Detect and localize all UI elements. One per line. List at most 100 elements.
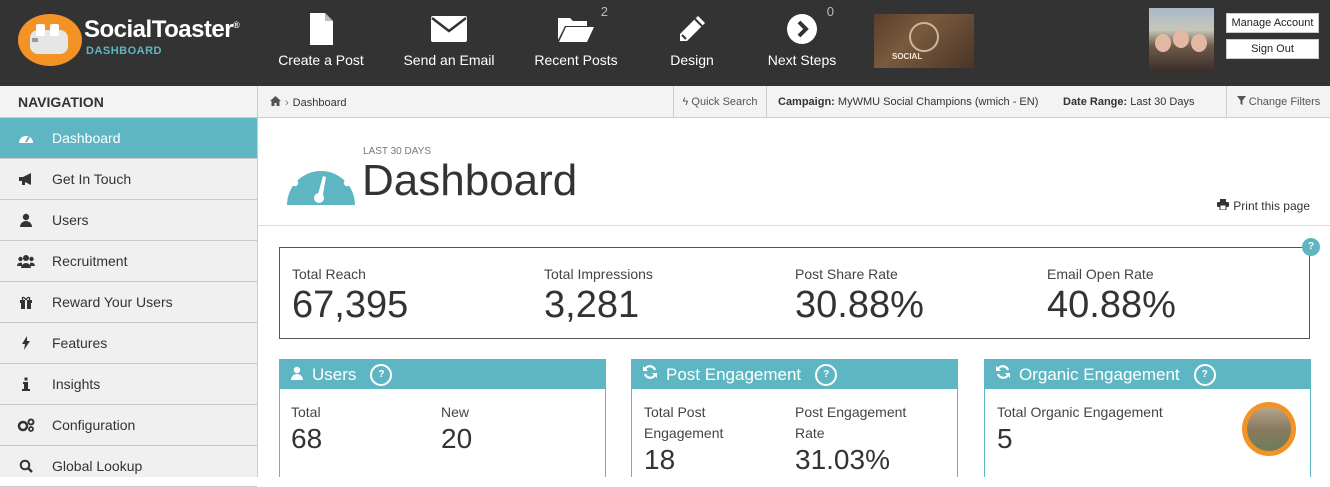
organic-engagement-panel: Organic Engagement ? Total Organic Engag…	[984, 359, 1311, 477]
campaign-label: Campaign:	[778, 96, 835, 108]
chat-avatar-icon	[1247, 407, 1291, 451]
stat-value: 30.88%	[795, 284, 924, 326]
pencil-icon	[632, 10, 752, 48]
user-icon	[0, 213, 52, 227]
nav-send-email[interactable]: Send an Email	[389, 10, 509, 76]
nav-create-post[interactable]: Create a Post	[261, 10, 381, 76]
metric-label: Engagement	[644, 425, 724, 441]
dashboard-gauge-icon	[286, 148, 356, 211]
date-range-label: Date Range:	[1063, 96, 1128, 108]
sidebar-item-global-lookup[interactable]: Global Lookup	[0, 446, 257, 487]
nav-label: Next Steps	[767, 52, 837, 68]
file-icon	[261, 10, 381, 48]
sign-out-button[interactable]: Sign Out	[1226, 39, 1319, 59]
sidebar-item-get-in-touch[interactable]: Get In Touch	[0, 159, 257, 200]
print-icon	[1217, 199, 1230, 213]
avatar[interactable]	[1149, 8, 1214, 71]
folder-open-icon	[516, 10, 636, 48]
stat-value: 3,281	[544, 284, 640, 326]
user-icon	[290, 365, 304, 385]
post-engagement-panel: Post Engagement ? Total Post Engagement …	[631, 359, 958, 477]
print-label: Print this page	[1233, 199, 1310, 213]
help-icon[interactable]: ?	[370, 363, 393, 386]
metric-label: Post Engagement	[795, 404, 907, 420]
metric-label: Total	[291, 404, 321, 420]
quick-search-button[interactable]: ϟ Quick Search	[673, 86, 767, 118]
filter-bar: › Dashboard ϟ Quick Search Campaign: MyW…	[258, 86, 1330, 118]
help-icon[interactable]: ?	[1193, 363, 1216, 386]
metric-value: 31.03%	[795, 444, 890, 475]
panel-title: Organic Engagement	[1019, 364, 1180, 384]
campaign-logo[interactable]: SOCIAL	[874, 14, 974, 68]
sidebar-item-users[interactable]: Users	[0, 200, 257, 241]
print-link[interactable]: Print this page	[1217, 199, 1310, 213]
refresh-icon	[995, 364, 1011, 385]
users-panel-header: Users ?	[280, 360, 605, 389]
total-post-engagement: Total Post Engagement 18	[644, 402, 723, 476]
brand-name: SocialToaster®	[84, 16, 240, 43]
users-panel: Users ? Total 68 New 20	[279, 359, 606, 477]
sidebar-item-features[interactable]: Features	[0, 323, 257, 364]
users-icon	[0, 254, 52, 268]
nav-recent-posts[interactable]: Recent Posts 2	[516, 4, 636, 76]
help-icon[interactable]: ?	[815, 363, 838, 386]
home-icon[interactable]	[270, 96, 281, 109]
post-engagement-panel-header: Post Engagement ?	[632, 360, 957, 389]
sidebar-item-dashboard[interactable]: Dashboard	[0, 118, 257, 159]
sidebar-item-label: Configuration	[52, 417, 136, 433]
socialtoaster-logo[interactable]: SocialToaster® DASHBOARD	[18, 12, 243, 70]
chevron-right-icon: ›	[285, 96, 289, 109]
nav-label: Create a Post	[278, 52, 364, 68]
top-bar: SocialToaster® DASHBOARD Create a Post S…	[0, 0, 1330, 86]
metric-label: New	[441, 404, 470, 420]
nav-next-steps[interactable]: Next Steps 0	[742, 4, 862, 76]
post-engagement-rate: Post Engagement Rate 31.03%	[795, 402, 906, 476]
sidebar-item-insights[interactable]: Insights	[0, 364, 257, 405]
metric-label: Rate	[795, 425, 825, 441]
envelope-icon	[389, 10, 509, 48]
sidebar-item-recruitment[interactable]: Recruitment	[0, 241, 257, 282]
users-new: New 20	[441, 402, 472, 455]
change-filters-button[interactable]: Change Filters	[1226, 86, 1330, 118]
recent-posts-count: 2	[600, 4, 608, 19]
cogs-icon	[0, 418, 52, 432]
sidebar: NAVIGATION Dashboard Get In Touch Users …	[0, 86, 258, 487]
page-title: Dashboard	[362, 156, 578, 205]
stat-post-share-rate: Post Share Rate 30.88%	[795, 266, 924, 327]
dashboard-icon	[0, 131, 52, 145]
metric-value: 5	[997, 423, 1013, 454]
users-total: Total 68	[291, 402, 322, 455]
sidebar-item-label: Get In Touch	[52, 171, 132, 187]
breadcrumb-current: Dashboard	[292, 96, 347, 109]
nav-label: Send an Email	[403, 52, 495, 68]
metric-label: Total Post	[644, 404, 706, 420]
toaster-icon	[18, 14, 82, 66]
period-label: LAST 30 DAYS	[363, 146, 431, 157]
stat-total-impressions: Total Impressions 3,281	[544, 266, 653, 327]
date-range-filter: Date Range: Last 30 Days	[1063, 96, 1194, 108]
manage-account-button[interactable]: Manage Account	[1226, 13, 1319, 33]
metric-value: 18	[644, 444, 676, 475]
stats-help-icon[interactable]: ?	[1302, 238, 1320, 256]
organic-engagement-panel-header: Organic Engagement ?	[985, 360, 1310, 389]
metric-label: Total Organic Engagement	[997, 404, 1163, 420]
sidebar-item-label: Global Lookup	[52, 458, 143, 474]
seal-icon	[909, 22, 939, 52]
search-icon	[0, 459, 52, 473]
sidebar-item-label: Features	[52, 335, 108, 351]
summary-stats: Total Reach 67,395 Total Impressions 3,2…	[279, 247, 1310, 339]
sidebar-item-configuration[interactable]: Configuration	[0, 405, 257, 446]
campaign-logo-text: SOCIAL	[892, 52, 923, 61]
sidebar-item-label: Dashboard	[52, 130, 121, 146]
stat-label: Total Reach	[292, 266, 366, 282]
brand-subtitle: DASHBOARD	[86, 45, 162, 57]
page-header: LAST 30 DAYS Dashboard Print this page	[258, 118, 1330, 226]
panel-title: Users	[312, 364, 357, 384]
filter-icon	[1236, 96, 1249, 108]
chat-widget-button[interactable]	[1242, 402, 1296, 456]
chevron-circle-right-icon	[742, 10, 862, 48]
nav-design[interactable]: Design	[632, 10, 752, 76]
info-icon	[0, 377, 52, 391]
sidebar-item-reward-your-users[interactable]: Reward Your Users	[0, 282, 257, 323]
sidebar-item-label: Recruitment	[52, 253, 128, 269]
